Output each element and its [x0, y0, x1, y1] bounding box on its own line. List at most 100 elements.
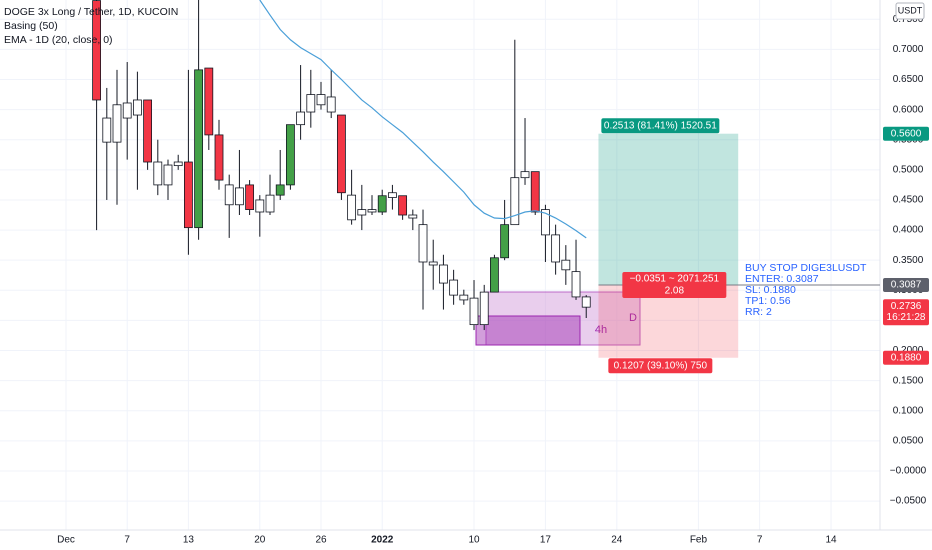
candle-body [479, 291, 489, 326]
currency-box [895, 2, 925, 20]
candle-body [194, 69, 204, 229]
candle-body [500, 224, 510, 259]
candle-body [265, 194, 275, 213]
candle-body [337, 114, 346, 194]
x-tick-label: 24 [611, 535, 623, 546]
x-tick-label: 26 [315, 535, 327, 546]
candle-body [184, 161, 193, 229]
candle-body [163, 164, 173, 186]
candle-body [173, 161, 183, 167]
y-tick-label: 0.2000 [893, 345, 924, 356]
candle-body [551, 234, 561, 263]
candle-body [296, 111, 306, 126]
zone-label: D [629, 312, 637, 324]
candle-body [459, 294, 469, 301]
note-line: RR: 2 [745, 306, 772, 318]
candle-body [571, 271, 581, 298]
candle-body [388, 192, 397, 198]
stop-label: 0.1207 (39.10%) 750 [614, 360, 708, 371]
candle-body [541, 209, 550, 236]
target-label: 0.2513 (81.41%) 1520.51 [604, 120, 717, 131]
y-tick-label: 0.3500 [893, 255, 924, 266]
y-tick-label: 0.5000 [893, 164, 924, 175]
candle-body [235, 187, 244, 206]
candle-body [153, 161, 163, 186]
x-tick-label: 2022 [371, 535, 394, 546]
candle-body [510, 177, 520, 226]
price-label-time: 16:21:28 [887, 312, 926, 323]
candle-body [326, 96, 336, 113]
candle-body [377, 195, 387, 213]
grid [0, 0, 880, 530]
candle-body [469, 297, 479, 326]
price-label: 0.5600 [891, 128, 922, 139]
candle-body [347, 194, 357, 221]
candle-body [204, 67, 214, 136]
y-tick-label: 0.7000 [893, 44, 924, 55]
note-line: BUY STOP DIGE3LUSDT [745, 262, 867, 274]
candle-body [490, 257, 499, 293]
note-line: ENTER: 0.3087 [745, 273, 819, 285]
candle-body [133, 99, 142, 116]
price-label-box [883, 350, 929, 365]
price-label: 0.2736 [891, 301, 922, 312]
y-tick-label: 0.4500 [893, 195, 924, 206]
y-tick-label: 0.0500 [893, 436, 924, 447]
y-tick-label: 0.1500 [893, 375, 924, 386]
axes: −0.0500−0.00000.05000.10000.15000.20000.… [57, 14, 927, 546]
indicator: EMA - 1D (20, close, 0) [4, 34, 113, 46]
zone-label: 4h [595, 324, 607, 336]
legend: DOGE 3x Long / Tether, 1D, KUCOIN Basing… [4, 6, 178, 46]
x-tick-label: Feb [690, 535, 708, 546]
candle-body [408, 214, 418, 219]
candle-body [255, 199, 265, 213]
candle-body [275, 184, 285, 196]
candle-body [357, 209, 367, 216]
x-tick-label: 14 [825, 535, 837, 546]
x-tick-label: 7 [124, 535, 130, 546]
candle-body [561, 259, 571, 271]
candle-body [214, 134, 224, 181]
candle-body [530, 171, 540, 213]
candle-body [581, 296, 591, 308]
y-tick-label: 0.1000 [893, 405, 924, 416]
candle-body [520, 171, 530, 179]
indicator: Basing (50) [4, 20, 58, 32]
candle-body [92, 0, 101, 101]
price-label: 0.3087 [891, 280, 922, 291]
price-label-box [883, 299, 929, 326]
candle-body [224, 184, 234, 206]
price-label: 0.1880 [891, 352, 922, 363]
candle-body [122, 102, 132, 119]
y-tick-label: −0.0000 [890, 466, 927, 477]
x-tick-label: 10 [468, 535, 480, 546]
y-tick-label: 0.4000 [893, 225, 924, 236]
y-tick-label: 0.6500 [893, 74, 924, 85]
position-center-label: 2.08 [665, 286, 685, 297]
chart-title: DOGE 3x Long / Tether, 1D, KUCOIN [4, 6, 178, 18]
price-label-box [883, 126, 929, 141]
note-line: SL: 0.1880 [745, 284, 796, 296]
y-tick-label: 0.6000 [893, 104, 924, 115]
candle-body [439, 264, 448, 284]
candle-body [102, 117, 112, 143]
position-center-label: −0.0351 ~ 2071.251 [630, 274, 720, 285]
ema-line [259, 0, 587, 239]
zone-d [475, 315, 581, 346]
candle-body [418, 224, 428, 263]
x-tick-label: 20 [254, 535, 266, 546]
candle-body [398, 195, 408, 216]
currency: USDT [898, 5, 923, 15]
x-tick-label: Dec [57, 535, 75, 546]
x-tick-label: 17 [540, 535, 552, 546]
plot [92, 0, 591, 331]
zone-4h [485, 291, 641, 346]
candle-body [143, 99, 153, 163]
position-label-box [622, 272, 727, 299]
candle-body [112, 104, 122, 143]
x-tick-label: 13 [183, 535, 195, 546]
candle-body [428, 261, 438, 266]
candle-body [449, 279, 459, 296]
